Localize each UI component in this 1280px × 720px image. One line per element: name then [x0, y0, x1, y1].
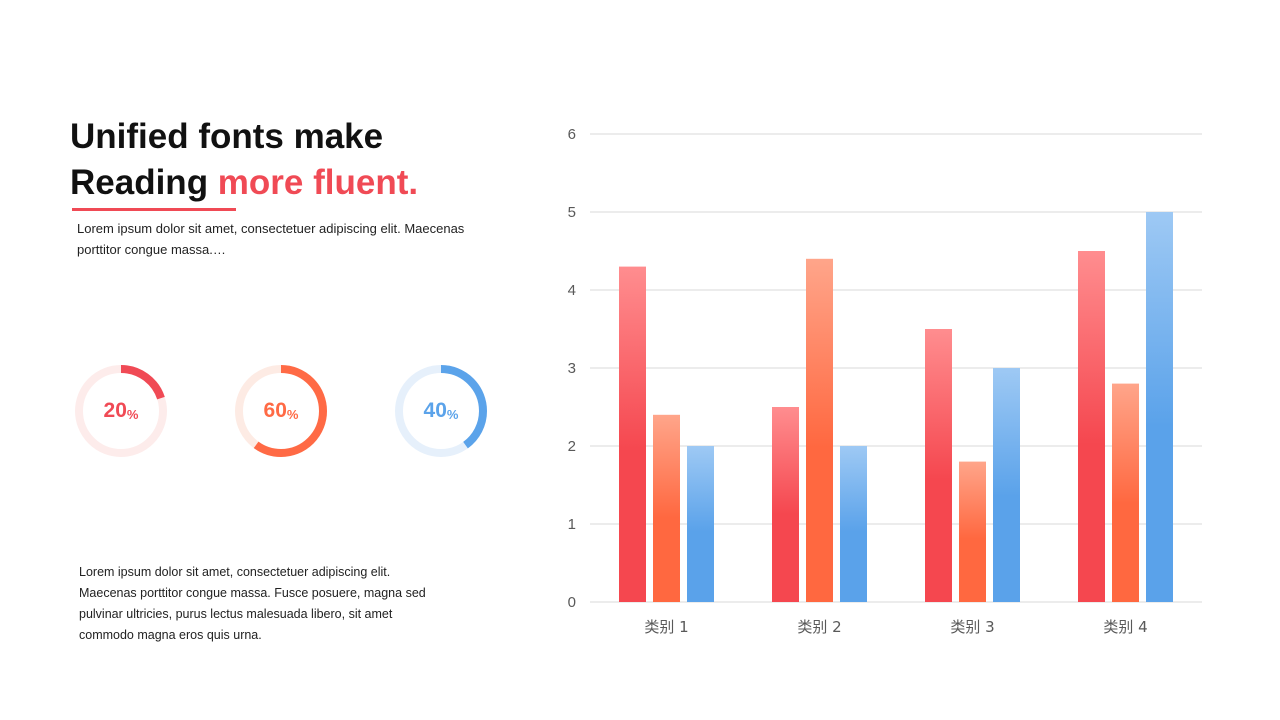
progress-ring-2-label: 60%	[233, 363, 329, 459]
chart-bars	[619, 212, 1173, 602]
bar-category-3-series-1	[925, 329, 952, 602]
progress-ring-1-unit: %	[126, 406, 139, 422]
progress-ring-2: 60%	[233, 363, 329, 459]
progress-ring-3-value: 40	[423, 399, 447, 422]
body-text: Lorem ipsum dolor sit amet, consectetuer…	[79, 565, 426, 642]
bar-category-1-series-3	[687, 446, 714, 602]
bar-category-4-series-2	[1112, 383, 1139, 602]
bar-category-4-series-3	[1146, 212, 1173, 602]
y-tick-label: 4	[568, 282, 576, 299]
bar-category-1-series-1	[619, 266, 646, 602]
headline: Unified fonts make Reading more fluent.	[70, 114, 418, 206]
progress-ring-1-label: 20%	[73, 363, 169, 459]
progress-ring-3-unit: %	[446, 406, 459, 422]
chart-y-ticks: 0 1 2 3 4 5 6	[568, 126, 576, 611]
bar-category-1-series-2	[653, 414, 680, 602]
progress-ring-3-graphic	[395, 365, 487, 457]
y-tick-label: 3	[568, 360, 576, 377]
progress-ring-2-value: 60	[263, 399, 287, 422]
headline-line-2-accent: more fluent.	[217, 163, 419, 202]
y-tick-label: 2	[568, 438, 576, 455]
progress-ring-2-graphic	[235, 365, 327, 457]
x-tick-label: 类别 1	[644, 618, 688, 636]
bar-category-2-series-3	[840, 446, 867, 602]
x-tick-label: 类别 3	[950, 618, 994, 636]
x-tick-label: 类别 4	[1103, 618, 1147, 636]
bar-category-2-series-1	[772, 407, 799, 602]
y-tick-label: 6	[568, 126, 576, 143]
progress-ring-1-arc	[75, 365, 167, 457]
headline-line-1: Unified fonts make	[70, 117, 384, 156]
bar-category-3-series-2	[959, 461, 986, 602]
progress-ring-1-graphic	[75, 365, 167, 457]
progress-ring-2-arc	[235, 365, 327, 457]
y-tick-label: 5	[568, 204, 576, 221]
intro-text: Lorem ipsum dolor sit amet, consectetuer…	[77, 221, 465, 257]
progress-ring-1-value: 20	[103, 399, 127, 422]
y-tick-label: 1	[568, 516, 576, 533]
progress-ring-3-arc	[395, 365, 487, 457]
progress-ring-2-unit: %	[286, 406, 299, 422]
progress-ring-3: 40%	[393, 363, 489, 459]
y-tick-label: 0	[568, 594, 576, 611]
progress-ring-3-label: 40%	[393, 363, 489, 459]
chart-x-ticks: 类别 1 类别 2 类别 3 类别 4	[644, 618, 1147, 636]
bar-category-2-series-2	[806, 258, 833, 602]
headline-underline	[72, 208, 236, 211]
headline-line-2-plain: Reading	[70, 163, 218, 202]
x-tick-label: 类别 2	[797, 618, 841, 636]
bar-category-4-series-1	[1078, 251, 1105, 602]
bar-category-3-series-3	[993, 368, 1020, 602]
chart-gridlines	[590, 133, 1202, 603]
progress-ring-1: 20%	[73, 363, 169, 459]
